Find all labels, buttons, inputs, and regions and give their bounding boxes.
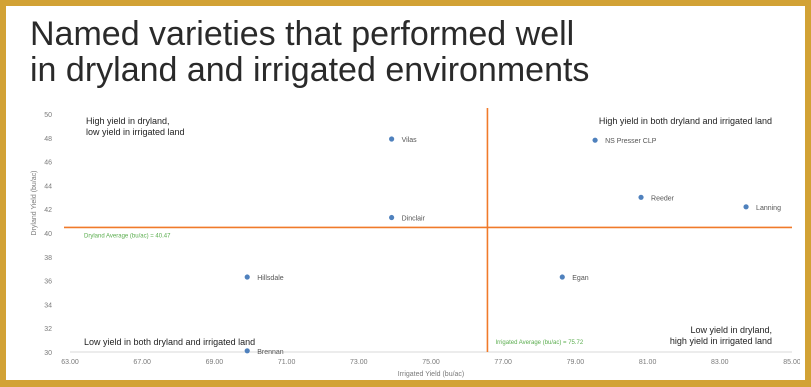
data-point-label: NS Presser CLP — [605, 138, 657, 145]
data-point-label: Egan — [572, 275, 588, 282]
data-point — [244, 274, 250, 280]
slide: Named varieties that performed well in d… — [6, 6, 805, 380]
data-point — [559, 274, 565, 280]
x-tick-label: 69.00 — [206, 359, 224, 366]
y-tick-label: 50 — [44, 112, 52, 119]
slide-title: Named varieties that performed well in d… — [30, 16, 800, 88]
data-point-label: Vilas — [402, 137, 418, 144]
x-tick-label: 73.00 — [350, 359, 368, 366]
quadrant-label-bottom-right-line1: Low yield in dryland, — [690, 325, 772, 335]
dryland-average-label: Dryland Average (bu/ac) = 40.47 — [84, 233, 171, 239]
y-tick-label: 36 — [44, 279, 52, 286]
data-point — [638, 194, 644, 200]
data-point-label: Hillsdale — [257, 275, 284, 282]
title-line-1: Named varieties that performed well — [30, 15, 575, 53]
data-point — [592, 137, 598, 143]
data-point-label: Reeder — [651, 195, 675, 202]
data-point-label: Lanning — [756, 205, 781, 212]
x-tick-label: 85.00 — [783, 359, 800, 366]
data-point — [743, 204, 749, 210]
y-tick-label: 42 — [44, 207, 52, 214]
y-tick-label: 44 — [44, 183, 52, 190]
chart-svg: 30 32 34 36 38 40 42 44 46 48 50 63.00 67.00 69.00 71… — [31, 108, 801, 378]
x-tick-label: 63.00 — [61, 359, 79, 366]
y-tick-label: 32 — [44, 326, 52, 333]
quadrant-label-bottom-right-line2: high yield in irrigated land — [670, 336, 772, 346]
y-tick-label: 46 — [44, 160, 52, 167]
quadrant-label-top-left-line2: low yield in irrigated land — [86, 127, 185, 137]
data-point-label: Dinclair — [402, 216, 426, 223]
data-point — [389, 214, 395, 221]
y-tick-label: 40 — [44, 231, 52, 238]
quadrant-label-top-right: High yield in both dryland and irrigated… — [599, 116, 772, 126]
scatter-chart: 30 32 34 36 38 40 42 44 46 48 50 63.00 67.00 69.00 71… — [20, 106, 801, 382]
x-axis-ticks: 63.00 67.00 69.00 71.00 73.00 75.00 77.00 79.00… — [61, 359, 801, 366]
data-point — [389, 136, 395, 142]
y-tick-label: 48 — [44, 136, 52, 143]
x-axis-label: Irrigated Yield (bu/ac) — [398, 371, 465, 378]
x-tick-label: 71.00 — [278, 359, 296, 366]
data-point — [244, 348, 250, 354]
quadrant-label-bottom-left: Low yield in both dryland and irrigated … — [84, 337, 255, 347]
y-axis-label: Dryland Yield (bu/ac) — [31, 171, 38, 236]
irrigated-average-label: Irrigated Average (bu/ac) = 75.72 — [495, 340, 583, 346]
title-line-2: in dryland and irrigated environments — [30, 51, 590, 89]
data-point-label: Brennan — [257, 349, 284, 356]
x-tick-label: 79.00 — [567, 359, 585, 366]
y-tick-label: 34 — [44, 302, 52, 309]
x-tick-label: 75.00 — [422, 359, 440, 366]
x-tick-label: 67.00 — [133, 359, 151, 366]
quadrant-label-top-left-line1: High yield in dryland, — [86, 116, 170, 126]
y-tick-label: 38 — [44, 255, 52, 262]
y-tick-label: 30 — [44, 350, 52, 357]
y-axis-ticks: 30 32 34 36 38 40 42 44 46 48 50 — [44, 112, 52, 357]
x-tick-label: 77.00 — [494, 359, 512, 366]
data-points: Vilas NS Presser CLP Reeder Lanning Dinclair… — [244, 136, 781, 356]
x-tick-label: 83.00 — [711, 359, 729, 366]
x-tick-label: 81.00 — [639, 359, 657, 366]
